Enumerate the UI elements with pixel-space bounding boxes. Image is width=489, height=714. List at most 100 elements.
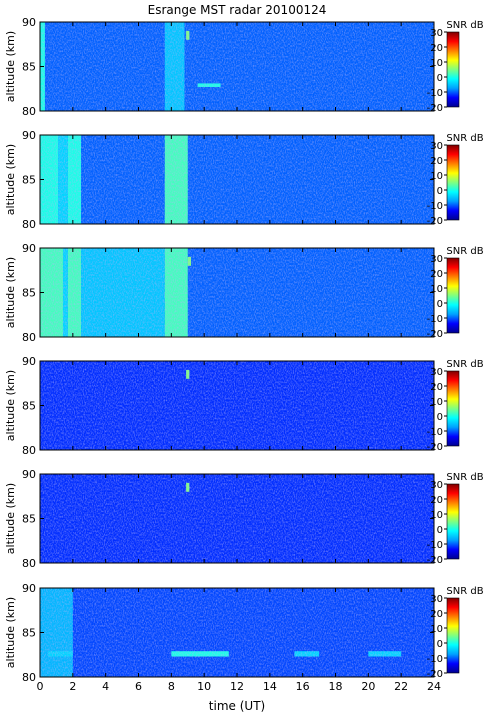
x-tick-label: 16 (296, 680, 310, 693)
colorbar-tick-label: -20 (427, 555, 443, 566)
colorbar-scale (446, 31, 460, 108)
colorbar-tick-label: 30 (430, 594, 443, 605)
y-tick-label: 80 (22, 671, 36, 684)
colorbar-tick-label: -20 (427, 103, 443, 114)
y-tick-label: 85 (22, 627, 36, 640)
colorbar-tick-label: 30 (430, 28, 443, 39)
noise-texture (40, 22, 434, 111)
x-axis: 0 2 4 6 8 10 12 14 16 18 20 22 24 (37, 680, 442, 693)
colorbar-scale (446, 483, 460, 560)
colorbar-tick-label: 20 (430, 382, 443, 393)
colorbar-tick-label: 10 (430, 397, 443, 408)
colorbar-label: SNR dB (446, 133, 483, 144)
colorbar-tick-label: 30 (430, 141, 443, 152)
y-tick-label: 90 (22, 582, 36, 595)
x-tick-label: 8 (168, 680, 175, 693)
colorbar-tick-label: 10 (430, 284, 443, 295)
colorbar-tick-label: 20 (430, 269, 443, 280)
y-axis-label: altitude (km) (4, 31, 17, 102)
colorbar-scale (446, 597, 460, 674)
colorbar-tick-label: -20 (427, 216, 443, 227)
colorbar-tick-label: -10 (427, 88, 443, 99)
colorbar-tick-label: 0 (437, 186, 443, 197)
colorbar-label: SNR dB (446, 586, 483, 597)
colorbar-tick-label: 20 (430, 495, 443, 506)
y-tick-label: 80 (22, 218, 36, 231)
noise-texture (40, 361, 434, 450)
colorbar-label: SNR dB (446, 20, 483, 31)
y-tick-label: 80 (22, 557, 36, 570)
colorbar-scale (446, 257, 460, 334)
y-tick-label: 85 (22, 61, 36, 74)
x-tick-label: 10 (197, 680, 211, 693)
colorbar-tick-label: 10 (430, 58, 443, 69)
x-tick-label: 6 (135, 680, 142, 693)
x-tick-label: 4 (102, 680, 109, 693)
colorbar-label: SNR dB (446, 246, 483, 257)
colorbar-tick-label: -20 (427, 329, 443, 340)
colorbar-tick-label: -20 (427, 442, 443, 453)
colorbar-scale (446, 144, 460, 221)
colorbar-tick-label: 0 (437, 525, 443, 536)
y-tick-label: 90 (22, 16, 36, 29)
y-axis-label: altitude (km) (4, 597, 17, 668)
colorbar-tick-label: -10 (427, 654, 443, 665)
x-axis-label: time (UT) (209, 699, 265, 713)
colorbar-tick-label: 10 (430, 171, 443, 182)
colorbar-tick-label: 0 (437, 73, 443, 84)
colorbar-tick-label: 20 (430, 43, 443, 54)
colorbar-tick-label: -10 (427, 427, 443, 438)
y-tick-label: 85 (22, 513, 36, 526)
y-tick-label: 90 (22, 129, 36, 142)
colorbar-tick-label: -10 (427, 314, 443, 325)
colorbar-tick-label: -10 (427, 201, 443, 212)
y-tick-label: 80 (22, 331, 36, 344)
colorbar-label: SNR dB (446, 359, 483, 370)
figure-title: Esrange MST radar 20100124 (148, 3, 327, 17)
y-tick-label: 80 (22, 105, 36, 118)
colorbar-tick-label: 30 (430, 480, 443, 491)
colorbar-tick-label: 10 (430, 510, 443, 521)
colorbar-label: SNR dB (446, 472, 483, 483)
colorbar-tick-label: 20 (430, 156, 443, 167)
colorbar-tick-label: -20 (427, 669, 443, 680)
colorbar-tick-label: 10 (430, 624, 443, 635)
colorbar-tick-label: 0 (437, 412, 443, 423)
x-tick-label: 18 (329, 680, 343, 693)
y-tick-label: 90 (22, 468, 36, 481)
y-tick-label: 85 (22, 287, 36, 300)
colorbar-tick-label: 0 (437, 299, 443, 310)
noise-texture (40, 135, 434, 224)
noise-texture (40, 248, 434, 337)
x-tick-label: 20 (361, 680, 375, 693)
y-axis-label: altitude (km) (4, 257, 17, 328)
x-tick-label: 12 (230, 680, 244, 693)
colorbar-tick-label: 30 (430, 254, 443, 265)
y-axis-label: altitude (km) (4, 370, 17, 441)
y-axis-label: altitude (km) (4, 144, 17, 215)
colorbar-tick-label: -10 (427, 540, 443, 551)
x-tick-label: 2 (69, 680, 76, 693)
colorbar-tick-label: 0 (437, 639, 443, 650)
y-axis-label: altitude (km) (4, 483, 17, 554)
x-tick-label: 24 (427, 680, 441, 693)
x-tick-label: 22 (394, 680, 408, 693)
x-tick-label: 14 (263, 680, 277, 693)
y-tick-label: 90 (22, 355, 36, 368)
noise-texture (40, 588, 434, 677)
colorbar-tick-label: 30 (430, 367, 443, 378)
y-tick-label: 90 (22, 242, 36, 255)
y-tick-label: 80 (22, 444, 36, 457)
